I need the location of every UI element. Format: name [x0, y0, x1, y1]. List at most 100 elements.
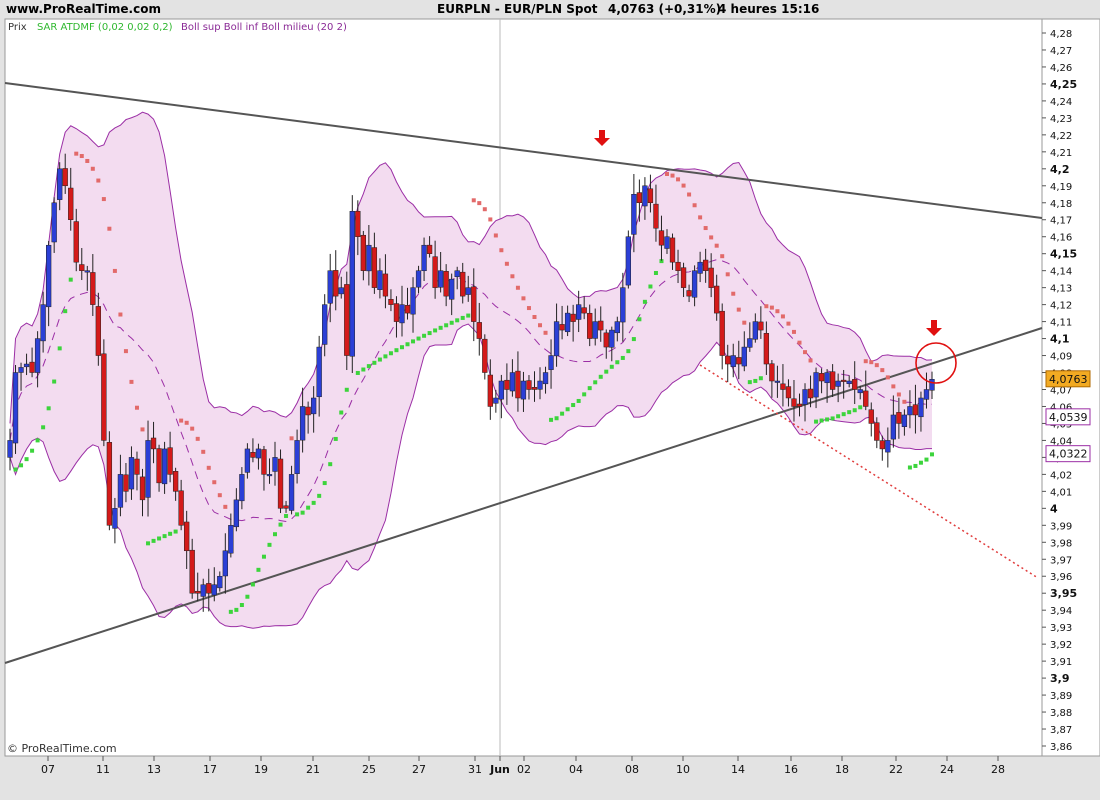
candle — [68, 167, 74, 231]
sar-dot — [162, 534, 167, 539]
candle — [112, 497, 118, 544]
candle — [487, 359, 493, 420]
y-tick-label: 4,15 — [1050, 248, 1077, 261]
candle-body — [200, 584, 206, 597]
candle-body — [29, 361, 35, 373]
candle — [912, 384, 919, 434]
site-label: www.ProRealTime.com — [6, 2, 161, 16]
x-tick-label: 28 — [991, 763, 1005, 776]
candle — [664, 229, 670, 254]
candle — [382, 254, 389, 309]
candle-body — [708, 267, 714, 288]
sar-dot — [317, 493, 322, 498]
y-tick-label: 4,25 — [1050, 78, 1077, 91]
y-tick-label: 4,24 — [1050, 97, 1072, 108]
sar-dot — [681, 183, 686, 188]
candle — [255, 443, 262, 470]
y-tick-label: 4,22 — [1050, 131, 1072, 142]
price-tag — [1045, 408, 1091, 426]
candle — [51, 197, 57, 253]
candle — [34, 331, 41, 388]
dotted-trendline — [699, 364, 1039, 579]
sar-dot — [648, 284, 653, 289]
candle-body — [327, 270, 333, 304]
sar-dot — [46, 406, 51, 411]
sar-dot — [510, 274, 515, 279]
candle — [526, 375, 532, 400]
sar-dot — [90, 166, 95, 171]
sar-dot — [913, 463, 918, 468]
candle-body — [366, 244, 372, 272]
candle — [780, 364, 786, 407]
candle-body — [233, 499, 240, 528]
candle — [542, 366, 549, 394]
price-axis: 4,28 4,27 4,26 4,25 4,24 4,23 4,22 4,21 4,2 4,19 4… — [1042, 29, 1091, 753]
candle — [647, 174, 654, 213]
candle — [493, 389, 499, 413]
candle-body — [189, 549, 195, 594]
sar-dot — [322, 481, 327, 486]
candle — [642, 177, 648, 220]
sar-dot — [825, 417, 830, 422]
sar-dot — [858, 405, 863, 410]
candle — [288, 465, 295, 515]
sar-dot — [41, 425, 46, 430]
sar-dot — [79, 154, 84, 159]
candle — [443, 264, 449, 307]
candle-body — [785, 386, 792, 399]
y-tick-label: 4,13 — [1050, 284, 1072, 295]
y-tick-label: 4,2 — [1050, 163, 1070, 176]
candle-body — [101, 353, 107, 441]
sar-dot — [223, 504, 228, 509]
candle — [669, 233, 676, 270]
candle-body — [150, 437, 157, 450]
y-tick-label: 4,26 — [1050, 63, 1072, 74]
candle-body — [542, 372, 549, 385]
candle-body — [128, 457, 135, 490]
sar-dot — [405, 342, 410, 347]
sar-dot — [493, 233, 498, 238]
sar-dot — [676, 177, 681, 182]
candle — [311, 386, 317, 433]
candle — [355, 200, 361, 256]
sar-dot — [637, 317, 642, 322]
sar-dot — [692, 203, 697, 208]
candle-body — [564, 312, 571, 333]
candle — [609, 326, 615, 362]
sar-dot — [107, 226, 112, 231]
sar-dot — [571, 403, 576, 408]
sar-dot — [212, 480, 217, 485]
candle-body — [62, 168, 68, 187]
sar-dot — [68, 277, 73, 282]
sar-dot — [295, 512, 300, 517]
sar-dot — [339, 410, 344, 415]
chart-title: EURPLN - EUR/PLN Spot — [437, 2, 598, 16]
sar-dot — [190, 426, 195, 431]
y-tick-label: 3,92 — [1050, 640, 1072, 651]
candle-body — [697, 261, 703, 274]
sar-dot — [720, 254, 725, 259]
sar-dot — [814, 419, 819, 424]
sar-dot — [96, 178, 101, 183]
sar-dot — [267, 542, 272, 547]
candle — [879, 435, 885, 461]
sar-dot — [118, 312, 123, 317]
sar-dot — [582, 392, 587, 397]
candle — [498, 374, 505, 419]
candle — [299, 387, 306, 453]
sar-dot — [869, 360, 874, 365]
candle-body — [272, 457, 278, 472]
candle — [702, 248, 709, 283]
x-tick-label: 11 — [96, 763, 110, 776]
y-tick-label: 3,96 — [1050, 572, 1072, 583]
candle-body — [570, 313, 576, 322]
y-tick-label: 4,28 — [1050, 29, 1072, 40]
candle — [520, 371, 527, 412]
sar-dot — [173, 529, 178, 534]
candle-body — [642, 185, 648, 207]
candle-body — [73, 221, 79, 263]
y-tick-label: 4,27 — [1050, 46, 1072, 57]
sar-dot — [300, 510, 305, 515]
sar-dot — [13, 467, 18, 472]
y-tick-label: 3,93 — [1050, 623, 1072, 634]
